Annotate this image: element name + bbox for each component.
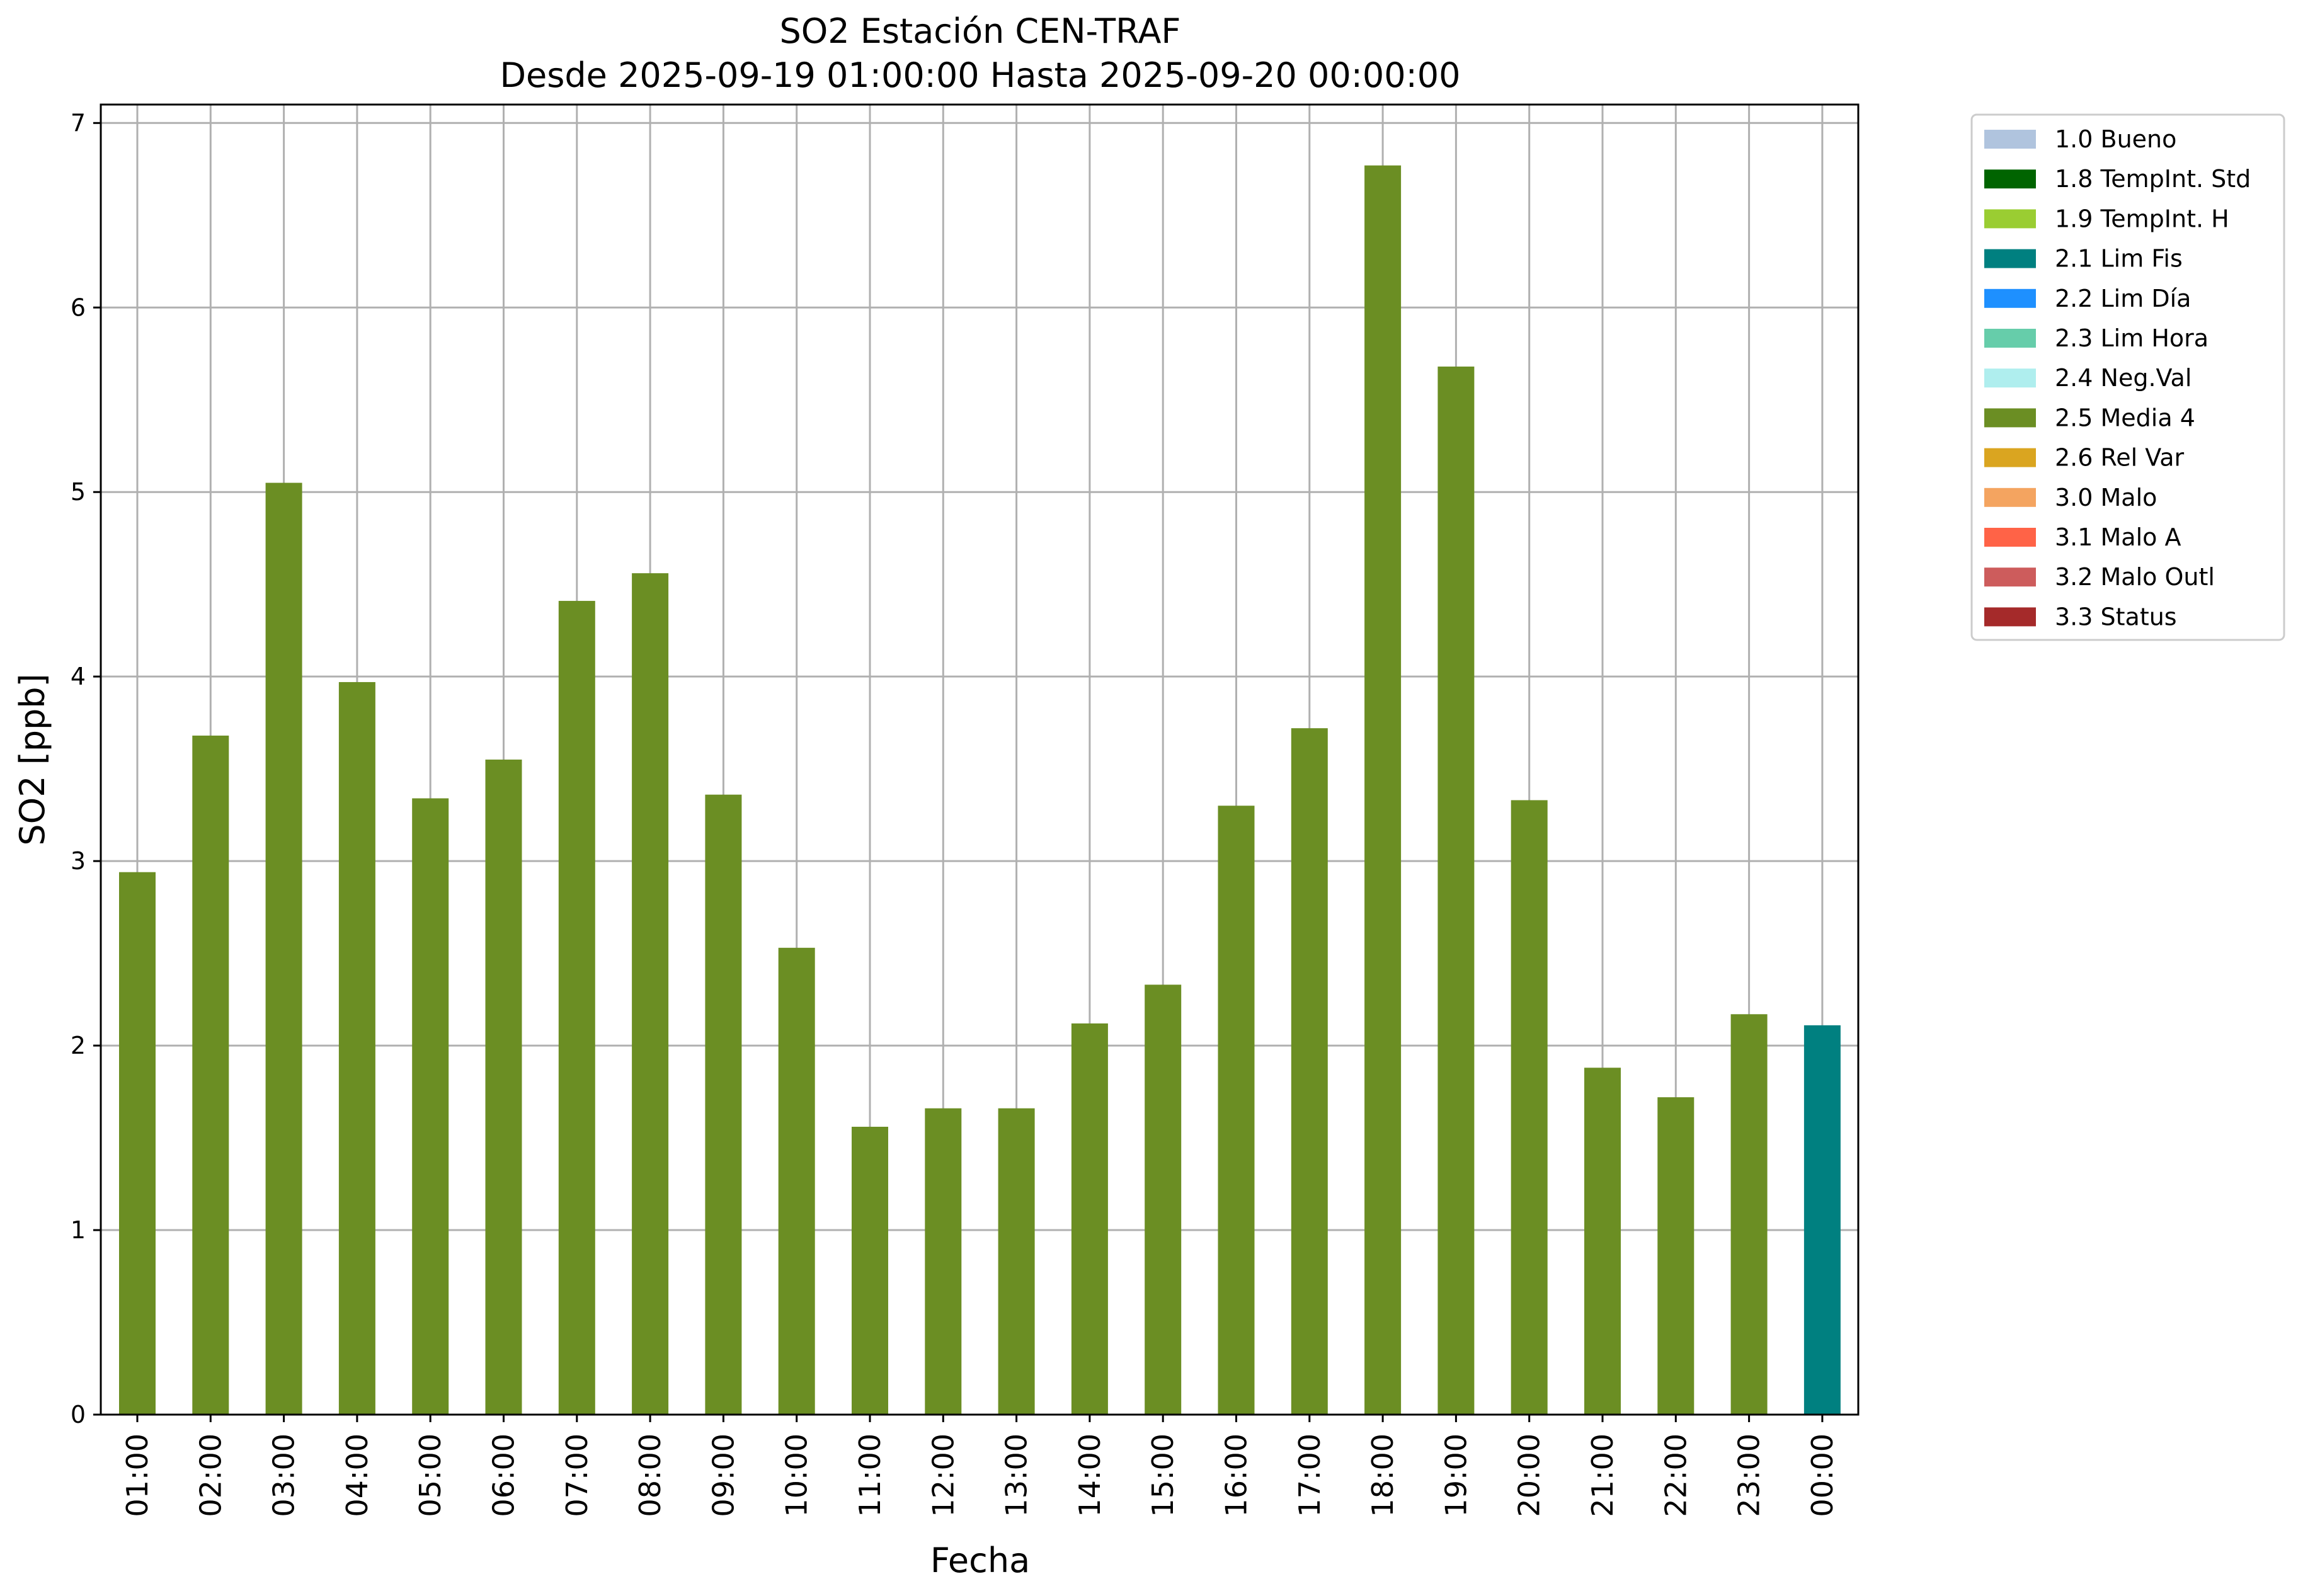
bar-2000 [1511,800,1548,1415]
bar-0200 [192,735,229,1415]
x-tick-label: 13:00 [1000,1434,1034,1517]
plot-frame [100,103,1860,1416]
legend-label: 3.3 Status [2055,603,2177,630]
bar-1300 [998,1108,1035,1415]
legend-label: 2.2 Lim Día [2055,285,2191,312]
x-tick-label: 11:00 [853,1434,887,1517]
legend-label: 1.9 TempInt. H [2055,205,2229,232]
legend: 1.0 Bueno 1.8 TempInt. Std 1.9 TempInt. H 2… [1970,113,2285,641]
x-tick-label: 03:00 [267,1434,301,1517]
y-tick-label: 1 [71,1216,86,1244]
x-tick-label: 23:00 [1732,1434,1766,1517]
legend-swatch [1984,169,2036,189]
legend-swatch [1984,329,2036,348]
bars [119,165,1841,1415]
x-tick-label: 21:00 [1586,1434,1620,1517]
x-tick-label: 08:00 [633,1434,667,1517]
bar-2200 [1657,1097,1694,1415]
bar-0400 [338,681,375,1415]
x-tick-label: 00:00 [1805,1434,1839,1517]
bar-0000 [1803,1025,1841,1415]
legend-swatch [1984,288,2036,308]
x-tick-label: 07:00 [560,1434,594,1517]
bar-1700 [1291,728,1328,1415]
y-tick-label: 6 [71,294,86,321]
y-tick-label: 2 [71,1032,86,1059]
legend-label: 2.4 Neg.Val [2055,364,2192,392]
x-tick-label: 12:00 [926,1434,960,1517]
legend-swatch [1984,130,2036,149]
x-tick-label: 20:00 [1512,1434,1546,1517]
x-tick-label: 14:00 [1073,1434,1107,1517]
chart-title: SO2 Estación CEN-TRAF [779,11,1180,51]
legend-swatch [1984,249,2036,268]
x-tick-label: 18:00 [1366,1434,1400,1517]
bar-1000 [778,947,815,1415]
x-tick-label: 06:00 [487,1434,521,1517]
legend-frame [1970,113,2285,641]
legend-swatch [1984,528,2036,547]
legend-swatch [1984,487,2036,507]
x-tick-label: 15:00 [1146,1434,1180,1517]
bar-0600 [485,760,522,1415]
legend-swatch [1984,368,2036,388]
bar-0800 [632,573,669,1415]
bar-1600 [1218,806,1255,1415]
bar-1100 [852,1126,888,1415]
y-tick-label: 0 [71,1401,86,1428]
x-tick-label: 01:00 [120,1434,154,1517]
bar-0100 [119,872,156,1415]
bar-2300 [1730,1014,1768,1415]
x-tick-label: 04:00 [340,1434,374,1517]
legend-swatch [1984,408,2036,428]
legend-swatch [1984,567,2036,587]
legend-label: 1.0 Bueno [2055,125,2176,153]
x-tick-label: 19:00 [1439,1434,1473,1517]
bar-1900 [1437,367,1475,1415]
bar-0500 [412,798,449,1415]
legend-swatch [1984,607,2036,627]
legend-label: 2.1 Lim Fis [2055,245,2183,273]
x-tick-label: 10:00 [780,1434,814,1517]
y-axis: 0 1 2 3 4 5 6 7 [71,109,101,1428]
x-tick-label: 05:00 [413,1434,447,1517]
bar-0900 [705,794,742,1415]
legend-swatch [1984,448,2036,467]
chart-subtitle: Desde 2025-09-19 01:00:00 Hasta 2025-09-… [500,55,1460,95]
x-tick-label: 22:00 [1659,1434,1693,1517]
x-axis-label: Fecha [930,1541,1030,1580]
y-tick-label: 3 [71,847,86,875]
bar-1200 [925,1108,962,1415]
x-axis: 01:00 02:00 03:00 04:00 05:00 06:00 07:00 08:00… [120,1415,1839,1517]
legend-label: 1.8 TempInt. Std [2055,165,2251,193]
legend-swatch [1984,209,2036,229]
legend-label: 3.0 Malo [2055,484,2157,511]
legend-label: 2.6 Rel Var [2055,444,2185,472]
x-tick-label: 09:00 [706,1434,740,1517]
y-axis-label: SO2 [ppb] [13,673,52,845]
legend-label: 2.5 Media 4 [2055,404,2195,431]
y-tick-label: 4 [71,663,86,690]
legend-label: 2.3 Lim Hora [2055,324,2209,352]
x-tick-label: 02:00 [193,1434,227,1517]
bar-1400 [1071,1023,1108,1415]
bar-1500 [1145,984,1182,1415]
x-tick-label: 17:00 [1293,1434,1327,1517]
bar-1800 [1364,165,1402,1415]
bar-0700 [558,601,595,1415]
legend-label: 3.1 Malo A [2055,523,2181,551]
bar-0300 [265,482,302,1415]
y-tick-label: 5 [71,478,86,506]
x-tick-label: 16:00 [1220,1434,1254,1517]
legend-label: 3.2 Malo Outl [2055,563,2215,591]
bar-2100 [1584,1068,1621,1415]
y-tick-label: 7 [71,109,86,137]
